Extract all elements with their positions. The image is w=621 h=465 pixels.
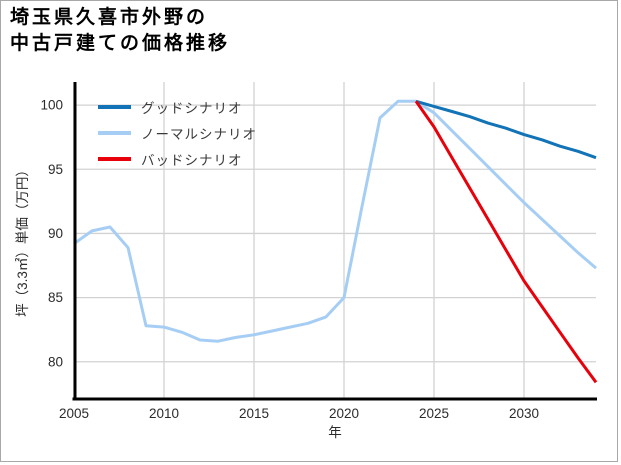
- chart-title: 埼玉県久喜市外野の 中古戸建ての価格推移: [10, 5, 230, 57]
- svg-text:90: 90: [48, 226, 63, 241]
- svg-text:2005: 2005: [59, 406, 89, 421]
- svg-text:85: 85: [48, 290, 63, 305]
- series-lines: [73, 99, 598, 384]
- chart-title-line2: 中古戸建ての価格推移: [10, 33, 231, 54]
- legend-item-normal: ノーマルシナリオ: [98, 120, 257, 146]
- svg-text:2020: 2020: [329, 406, 359, 421]
- axis-spines: [72, 82, 597, 401]
- legend-label-bad: バッドシナリオ: [141, 153, 243, 168]
- svg-text:80: 80: [48, 354, 63, 369]
- legend-label-normal: ノーマルシナリオ: [141, 127, 257, 142]
- chart-title-line1: 埼玉県久喜市外野の: [10, 7, 209, 28]
- legend-line-good-icon: [98, 105, 131, 109]
- legend-line-normal-icon: [98, 131, 131, 135]
- legend: グッドシナリオ ノーマルシナリオ バッドシナリオ: [98, 94, 257, 172]
- legend-item-bad: バッドシナリオ: [98, 146, 257, 172]
- svg-text:100: 100: [40, 98, 63, 113]
- x-axis-label: 年: [328, 425, 342, 440]
- y-axis-label: 坪（3.3㎡）単価（万円）: [15, 163, 30, 317]
- legend-line-bad-icon: [98, 157, 131, 161]
- legend-item-good: グッドシナリオ: [98, 94, 257, 120]
- legend-label-good: グッドシナリオ: [141, 101, 243, 116]
- svg-text:2015: 2015: [239, 406, 269, 421]
- svg-text:2010: 2010: [149, 406, 179, 421]
- svg-text:2025: 2025: [419, 406, 449, 421]
- tick-labels: 2005 2010 2015 2020 2025 2030 80 85 90 95 100: [40, 98, 539, 421]
- svg-text:2030: 2030: [509, 406, 539, 421]
- svg-text:95: 95: [48, 162, 63, 177]
